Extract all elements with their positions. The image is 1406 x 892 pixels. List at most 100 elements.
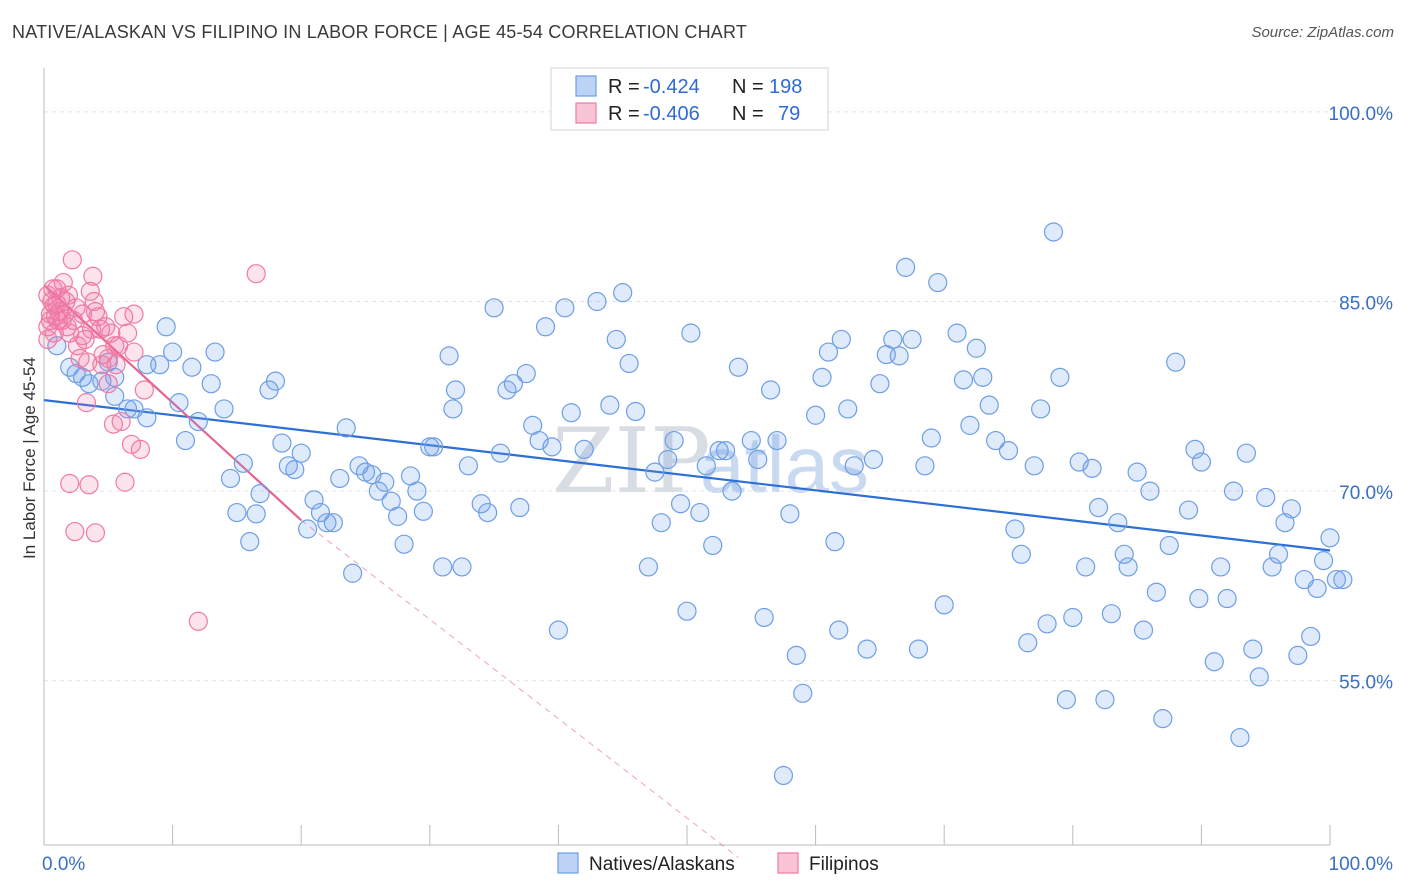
natives-point — [285, 460, 305, 480]
filipinos-point — [65, 521, 85, 542]
natives-point — [574, 439, 594, 459]
natives-point — [1249, 667, 1269, 687]
bottom-legend-label-filipinos: Filipinos — [809, 854, 879, 875]
natives-point — [484, 298, 504, 318]
natives-point — [1211, 557, 1231, 577]
filipinos-point — [115, 472, 135, 492]
natives-point — [445, 380, 466, 400]
natives-point — [696, 456, 716, 476]
natives-point — [163, 342, 183, 362]
trend-lines — [43, 284, 1331, 859]
natives-point — [1031, 399, 1051, 419]
legend-n-label-natives: N = — [732, 76, 764, 98]
natives-point — [1118, 557, 1138, 577]
natives-point — [1127, 462, 1147, 482]
natives-point — [1037, 614, 1057, 634]
natives-point — [439, 346, 459, 366]
natives-point — [863, 449, 884, 470]
natives-point — [413, 501, 433, 521]
natives-point — [1333, 569, 1353, 590]
natives-point — [1178, 500, 1199, 520]
natives-point — [169, 393, 189, 413]
natives-point — [928, 272, 948, 293]
filipinos-point — [98, 374, 118, 394]
natives-point — [1018, 633, 1038, 653]
filipinos-point — [78, 352, 98, 372]
natives-point — [613, 283, 633, 303]
natives-point — [966, 338, 986, 358]
natives-point — [606, 329, 626, 350]
natives-point — [658, 449, 678, 470]
y-tick-label: 70.0% — [1339, 483, 1393, 504]
natives-point — [407, 481, 427, 501]
natives-point — [831, 329, 851, 350]
natives-point — [1005, 519, 1025, 539]
natives-point — [1268, 544, 1289, 564]
natives-point — [458, 456, 478, 476]
correlation-legend: R = -0.424 N = 198 R = -0.406 N = 79 — [550, 67, 829, 131]
natives-point — [188, 411, 208, 432]
natives-point — [510, 497, 530, 518]
natives-point — [542, 437, 562, 457]
filipinos-point — [62, 250, 82, 270]
filipinos-point — [117, 323, 138, 343]
natives-point — [1108, 513, 1128, 533]
natives-point — [205, 342, 225, 362]
natives-point — [844, 456, 864, 476]
filipinos-trend-extension — [300, 519, 739, 859]
natives-point — [947, 323, 967, 343]
filipinos-point — [83, 266, 103, 286]
natives-point — [786, 645, 806, 666]
natives-point — [1307, 578, 1327, 599]
natives-point — [619, 353, 639, 374]
natives-point — [587, 291, 607, 312]
natives-point — [1166, 352, 1186, 372]
natives-point — [1313, 551, 1334, 571]
natives-point — [1076, 557, 1096, 577]
filipinos-point — [96, 317, 116, 337]
filipinos-point — [130, 439, 151, 459]
natives-point — [250, 484, 270, 504]
natives-point — [555, 298, 575, 318]
data-points — [38, 222, 1353, 786]
natives-point — [1043, 222, 1064, 242]
natives-point — [1223, 481, 1244, 501]
natives-point — [1185, 439, 1205, 459]
natives-point — [1095, 690, 1115, 710]
natives-point — [117, 399, 138, 419]
natives-point — [973, 367, 993, 387]
natives-point — [645, 462, 665, 482]
natives-point — [677, 601, 697, 621]
natives-point — [424, 437, 444, 457]
natives-point — [1146, 582, 1166, 602]
filipinos-point — [111, 411, 131, 432]
filipinos-point — [75, 329, 95, 350]
natives-point — [754, 607, 774, 628]
filipinos-point — [60, 473, 80, 494]
natives-point — [1063, 607, 1083, 628]
natives-point — [561, 403, 581, 423]
filipinos-point — [85, 302, 106, 322]
natives-point — [201, 374, 221, 394]
natives-point — [818, 342, 839, 362]
natives-point — [829, 620, 849, 640]
natives-point — [317, 513, 337, 533]
filipinos-point — [246, 264, 266, 284]
natives-point — [272, 433, 292, 453]
natives-point — [1159, 535, 1179, 556]
natives-point — [638, 557, 659, 577]
filipinos-point — [51, 288, 71, 308]
axes — [43, 68, 1331, 846]
y-tick-label: 55.0% — [1339, 673, 1393, 694]
natives-point — [478, 502, 498, 523]
natives-point — [433, 557, 453, 577]
legend-r-label-filipinos: R = — [608, 103, 640, 125]
natives-point — [298, 519, 318, 539]
natives-point — [336, 418, 356, 438]
natives-point — [934, 595, 954, 615]
x-tick-label: 0.0% — [42, 854, 85, 875]
filipinos-point — [84, 291, 104, 312]
natives-point — [452, 557, 472, 577]
natives-point — [1189, 588, 1209, 609]
series-legend: Natives/Alaskans Filipinos — [557, 852, 879, 875]
